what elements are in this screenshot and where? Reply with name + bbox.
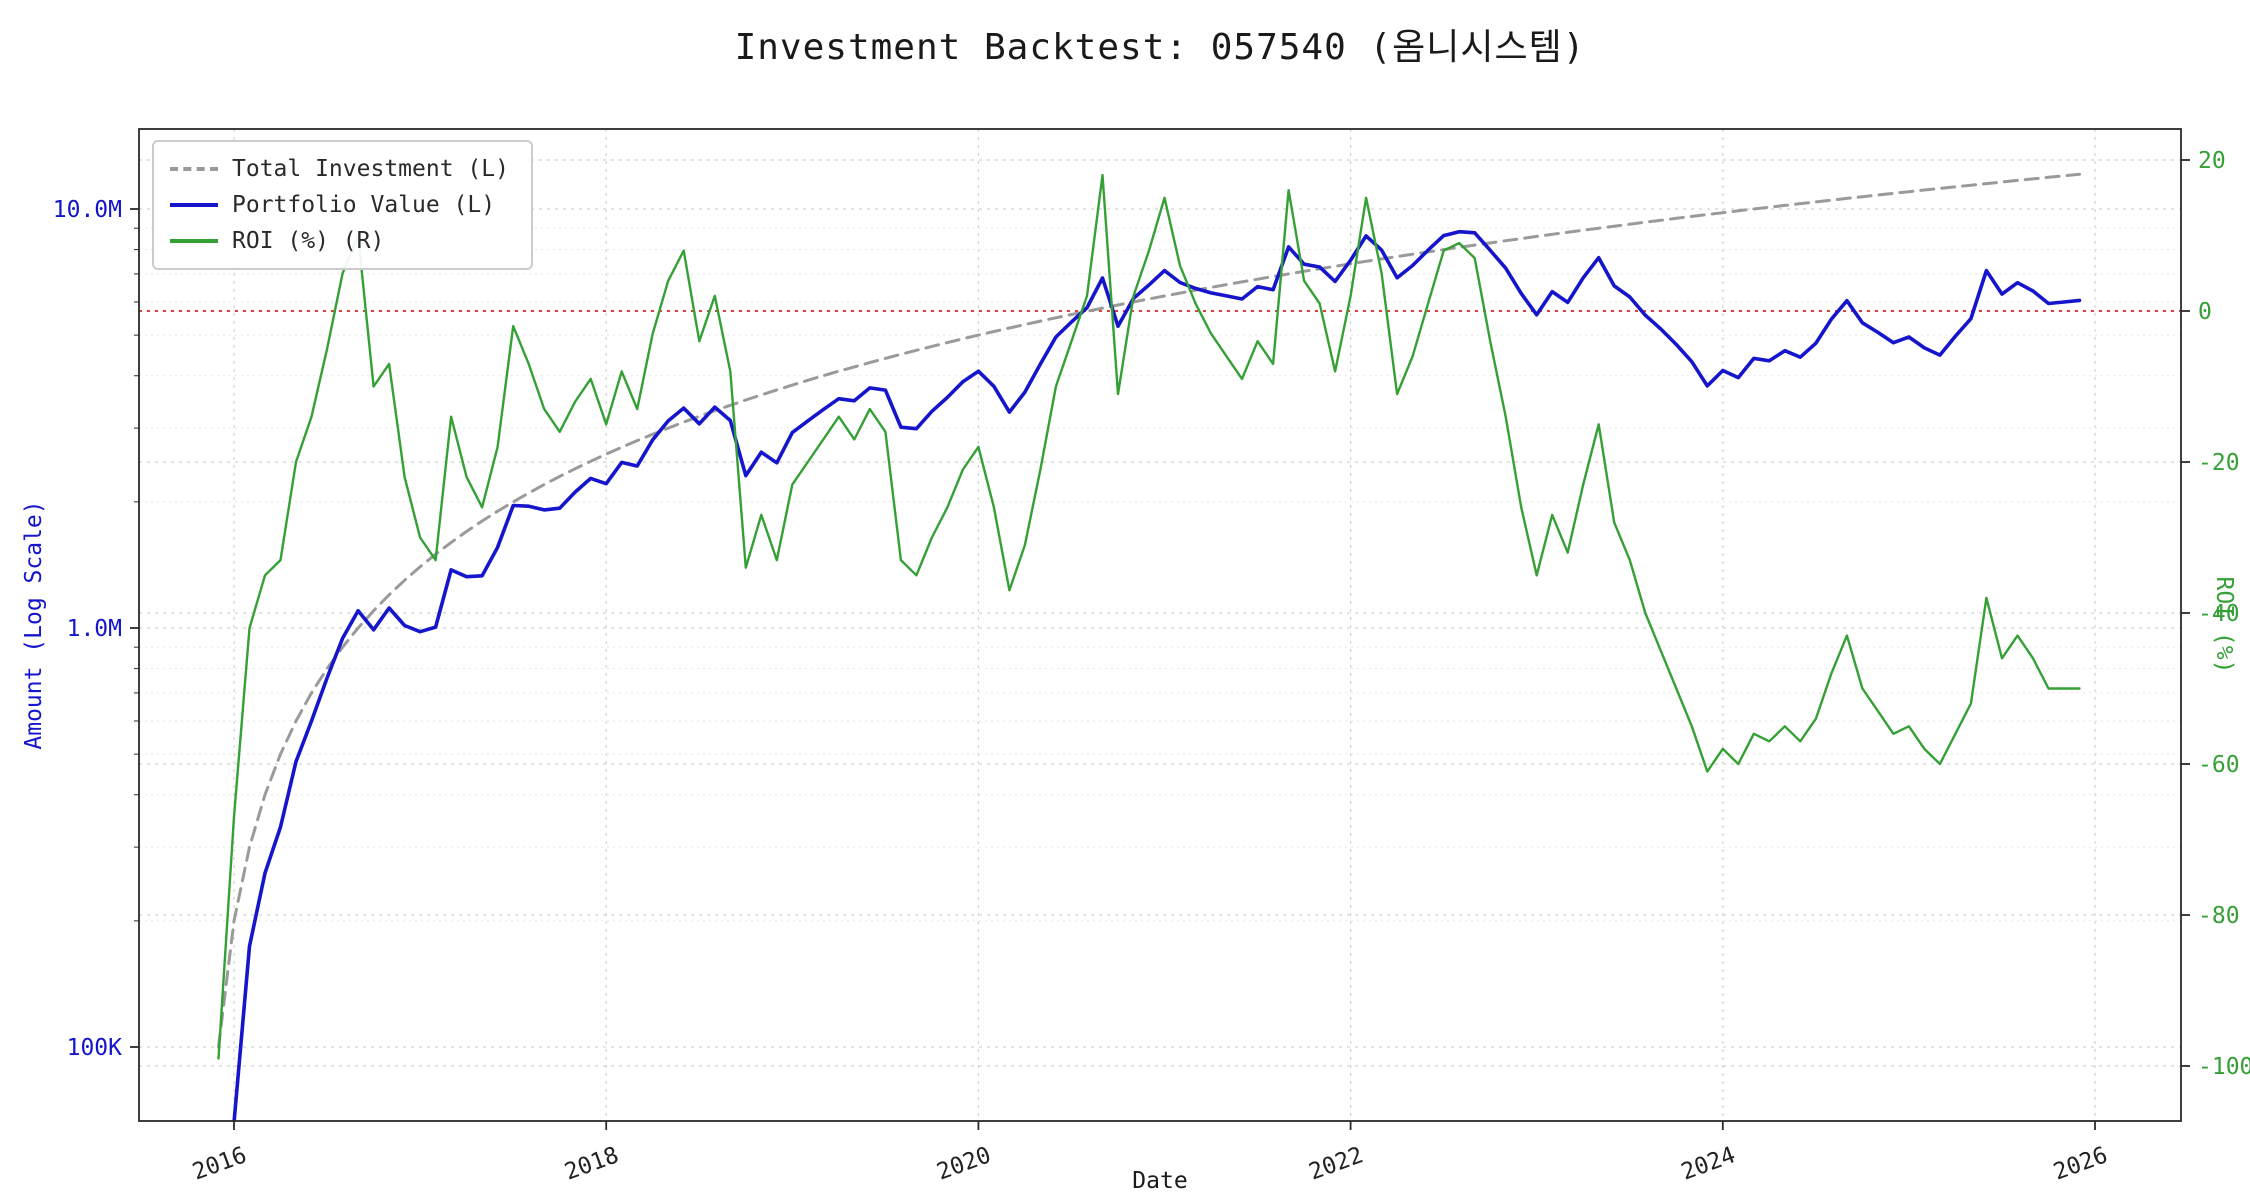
y-right-axis-title: ROI (%) [2211,576,2237,674]
y-right-tick-label: 0 [2198,299,2212,325]
x-axis-title: Date [1132,1168,1188,1194]
y-left-axis-title: Amount (Log Scale) [21,500,47,750]
legend: Total Investment (L) Portfolio Value (L)… [152,140,533,270]
portfolio-value-line [232,229,2082,1121]
y-left-tick-label: 100K [67,1035,123,1061]
y-right-tick-label: 20 [2198,148,2226,174]
y-right-tick-label: -60 [2198,752,2240,778]
total-investment-line [217,172,2081,1049]
investment-line-sample [170,167,218,171]
legend-item-total-investment: Total Investment (L) [170,156,509,182]
legend-label: Portfolio Value (L) [232,192,496,218]
gridlines [139,129,2181,1121]
plot-border [138,128,2182,1122]
legend-label: ROI (%) (R) [232,228,385,254]
y-right-tick-label: -100 [2198,1054,2250,1080]
legend-label: Total Investment (L) [232,156,509,182]
legend-item-roi: ROI (%) (R) [170,228,509,254]
series-lines [217,172,2082,1121]
roi-line [217,173,2081,1060]
portfolio-line-sample [170,203,218,207]
y-left-tick-label: 1.0M [67,616,122,642]
roi-line-sample [170,239,218,243]
chart-title: Investment Backtest: 057540 (옴니시스템) [734,27,1586,68]
y-right-tick-label: -40 [2198,601,2240,627]
y-right-tick-label: -80 [2198,903,2240,929]
y-left-tick-label: 10.0M [53,197,122,223]
legend-item-portfolio-value: Portfolio Value (L) [170,192,509,218]
y-right-tick-label: -20 [2198,450,2240,476]
